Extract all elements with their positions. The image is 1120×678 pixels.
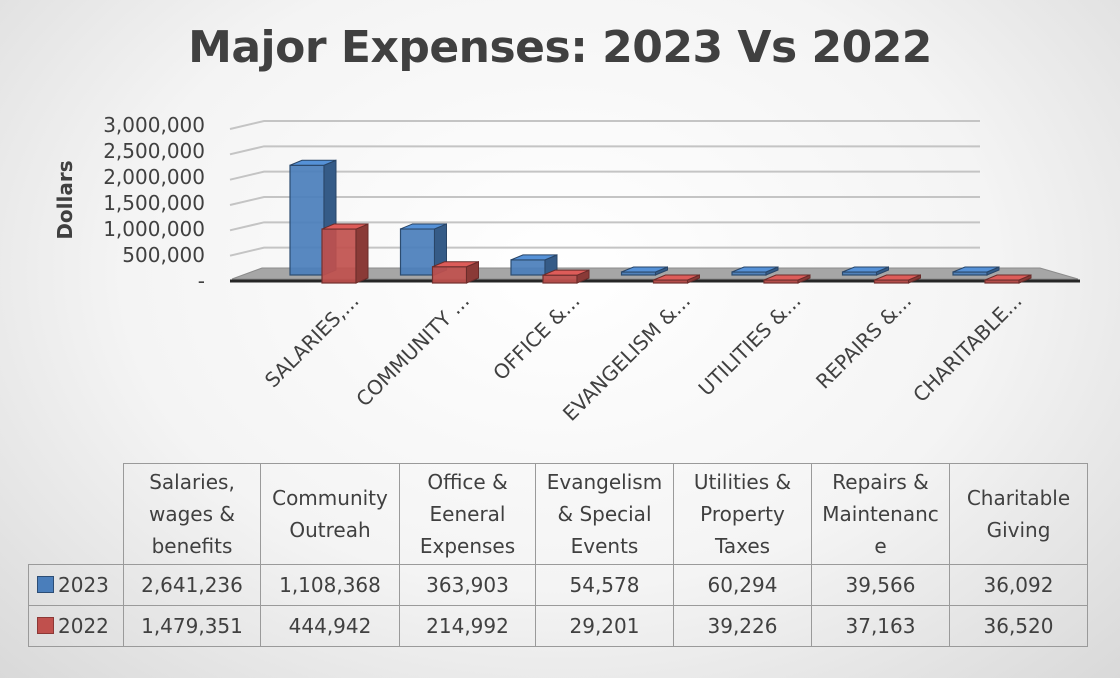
table-row: 2022 1,479,351 444,942 214,992 29,201 39… xyxy=(28,605,1088,647)
bar-top-2022 xyxy=(321,223,369,230)
table-cell: 214,992 xyxy=(399,605,536,647)
series-legend-2023: 2023 xyxy=(28,564,124,606)
series-name: 2022 xyxy=(58,614,109,638)
chart-title: Major Expenses: 2023 Vs 2022 xyxy=(188,22,932,73)
table-cell: 39,566 xyxy=(811,564,950,606)
table-cell: 37,163 xyxy=(811,605,950,647)
bar-2022 xyxy=(542,274,578,284)
bar-top-2022 xyxy=(542,269,590,276)
x-tick-label: REPAIRS &... xyxy=(811,289,916,394)
series-legend-2022: 2022 xyxy=(28,605,124,647)
bar-top-2022 xyxy=(432,261,479,268)
bar-top-2022 xyxy=(653,274,700,281)
bar-top-2022 xyxy=(874,274,921,281)
y-tick-label: 500,000 xyxy=(122,243,205,267)
table-cell: 60,294 xyxy=(673,564,812,606)
x-tick-label: COMMUNITY ... xyxy=(351,289,474,412)
gridline xyxy=(229,170,980,181)
table-cell: 29,201 xyxy=(535,605,674,647)
bar-2023 xyxy=(399,228,436,276)
gridline xyxy=(229,145,980,156)
legend-key-2022 xyxy=(37,617,54,634)
y-tick-label: 1,000,000 xyxy=(103,217,205,241)
bar-2023 xyxy=(510,259,546,276)
table-cell: 1,108,368 xyxy=(260,564,400,606)
table-header-row: Salaries, wages & benefits Community Out… xyxy=(28,463,1088,565)
data-table: Salaries, wages & benefits Community Out… xyxy=(28,463,1088,647)
x-tick-label: OFFICE &... xyxy=(488,289,584,385)
y-tick-label: 2,500,000 xyxy=(103,139,205,163)
bar-top-2023 xyxy=(400,223,447,230)
series-name: 2023 xyxy=(58,573,109,597)
bar-side-2022 xyxy=(355,223,369,284)
y-tick-label: 1,500,000 xyxy=(103,191,205,215)
gridline xyxy=(229,120,980,130)
bar-2023 xyxy=(289,164,325,276)
bar-top-2023 xyxy=(289,159,337,166)
y-tick-label: 3,000,000 xyxy=(103,113,205,137)
table-cell: 1,479,351 xyxy=(123,605,261,647)
table-header: Repairs & Maintenanc e xyxy=(811,463,950,565)
bar-2022 xyxy=(321,228,357,284)
bar-top-2023 xyxy=(842,266,889,273)
table-row: 2023 2,641,236 1,108,368 363,903 54,578 … xyxy=(28,564,1088,606)
gridline xyxy=(229,221,980,232)
x-tick-label: SALARIES,... xyxy=(260,289,364,393)
table-cell: 36,520 xyxy=(949,605,1088,647)
table-cell: 444,942 xyxy=(260,605,400,647)
table-header: Salaries, wages & benefits xyxy=(123,463,261,565)
bar-2022 xyxy=(431,266,468,284)
table-header: Charitable Giving xyxy=(949,463,1088,565)
y-tick-label: 2,000,000 xyxy=(103,165,205,189)
table-cell: 2,641,236 xyxy=(123,564,261,606)
bar-top-2023 xyxy=(621,266,668,273)
table-corner xyxy=(28,463,124,565)
table-header: Community Outreah xyxy=(260,463,400,565)
x-tick-label: UTILITIES &... xyxy=(694,289,806,401)
bar-top-2023 xyxy=(510,254,558,261)
legend-key-2023 xyxy=(37,576,54,593)
table-cell: 54,578 xyxy=(535,564,674,606)
gridline xyxy=(229,246,980,257)
table-header: Office & Eeneral Expenses xyxy=(399,463,536,565)
bar-top-2023 xyxy=(952,266,1000,273)
table-header: Evangelism & Special Events xyxy=(535,463,674,565)
chart-plot: -500,0001,000,0001,500,0002,000,0002,500… xyxy=(53,113,1080,426)
table-cell: 36,092 xyxy=(949,564,1088,606)
table-header: Utilities & Property Taxes xyxy=(673,463,812,565)
gridline xyxy=(229,196,980,206)
table-cell: 39,226 xyxy=(673,605,812,647)
bar-top-2023 xyxy=(731,266,779,273)
table-cell: 363,903 xyxy=(399,564,536,606)
bar-top-2022 xyxy=(763,274,811,281)
y-tick-label: - xyxy=(198,269,205,293)
bar-top-2022 xyxy=(984,274,1032,281)
y-axis-label: Dollars xyxy=(53,160,77,239)
x-tick-label: CHARITABLE... xyxy=(908,289,1026,407)
